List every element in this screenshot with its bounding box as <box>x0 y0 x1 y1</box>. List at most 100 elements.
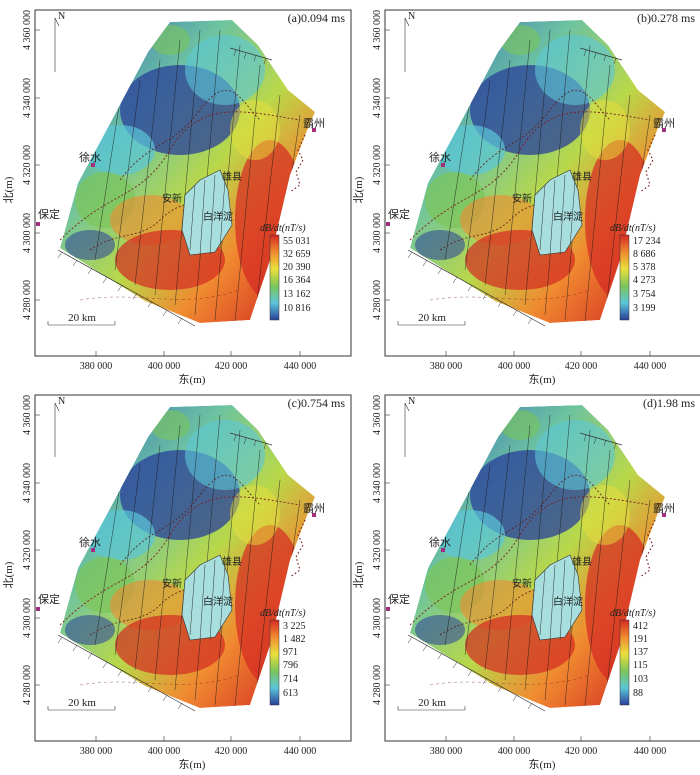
x-axis-title: 东(m) <box>179 758 206 771</box>
north-arrow-label: N <box>408 396 415 407</box>
survey-map <box>35 395 351 741</box>
city-label-xushui: 徐水 <box>79 535 101 549</box>
x-axis-title: 东(m) <box>179 373 206 386</box>
city-label-baoding: 保定 <box>38 207 60 221</box>
y-tick-label: 4 280 000 <box>22 280 33 320</box>
city-label-baoding: 保定 <box>388 592 410 606</box>
x-tick-label: 400 000 <box>498 361 531 372</box>
y-tick-label: 4 360 000 <box>372 10 383 50</box>
x-tick-label: 400 000 <box>498 746 531 757</box>
lake-label-baiyangdian: 白洋淀 <box>203 210 233 223</box>
city-label-baoding: 保定 <box>388 207 410 221</box>
city-label-anxin: 安新 <box>162 577 182 590</box>
city-label-anxin: 安新 <box>512 577 532 590</box>
y-tick-label: 4 340 000 <box>22 463 33 503</box>
city-label-xiongxian: 雄县 <box>572 170 592 183</box>
y-tick-label: 4 300 000 <box>22 598 33 638</box>
city-label-bazhou: 霸州 <box>653 502 675 515</box>
legend-value: 3 225 <box>283 621 306 632</box>
x-tick-label: 420 000 <box>215 746 248 757</box>
y-tick-label: 4 320 000 <box>22 145 33 185</box>
panel-label: (a)0.094 ms <box>288 11 346 25</box>
x-tick-label: 380 000 <box>80 361 113 372</box>
legend-value: 16 364 <box>283 275 311 286</box>
x-tick-label: 380 000 <box>430 361 463 372</box>
scalebar-label: 20 km <box>418 697 446 709</box>
legend-value: 13 162 <box>283 289 311 300</box>
panel-label: (d)1.98 ms <box>643 396 695 410</box>
y-tick-label: 4 320 000 <box>372 145 383 185</box>
y-tick-label: 4 320 000 <box>22 530 33 570</box>
legend-value: 88 <box>633 688 643 699</box>
city-label-xushui: 徐水 <box>429 150 451 164</box>
y-tick-label: 4 300 000 <box>372 598 383 638</box>
city-label-bazhou: 霸州 <box>303 502 325 515</box>
x-tick-label: 420 000 <box>565 361 598 372</box>
legend-title: dB/dt(nT/s) <box>260 223 306 234</box>
x-tick-label: 380 000 <box>80 746 113 757</box>
x-tick-label: 440 000 <box>284 361 317 372</box>
scalebar-label: 20 km <box>418 312 446 324</box>
legend-value: 1 482 <box>283 634 306 645</box>
y-tick-label: 4 280 000 <box>372 280 383 320</box>
north-arrow-label: N <box>408 11 415 22</box>
y-tick-label: 4 300 000 <box>372 213 383 253</box>
y-axis-title: 北(m) <box>352 561 365 588</box>
scalebar-label: 20 km <box>68 697 96 709</box>
city-label-bazhou: 霸州 <box>653 117 675 130</box>
y-tick-label: 4 280 000 <box>372 665 383 705</box>
panel-label: (b)0.278 ms <box>637 11 695 25</box>
x-tick-label: 440 000 <box>284 746 317 757</box>
lake-label-baiyangdian: 白洋淀 <box>553 595 583 608</box>
legend-value: 17 234 <box>633 236 661 247</box>
legend-value: 20 390 <box>283 262 311 273</box>
y-tick-label: 4 360 000 <box>22 395 33 435</box>
y-tick-label: 4 280 000 <box>22 665 33 705</box>
y-axis-title: 北(m) <box>2 176 15 203</box>
y-tick-label: 4 340 000 <box>372 463 383 503</box>
x-tick-label: 440 000 <box>634 746 667 757</box>
city-label-baoding: 保定 <box>38 592 60 606</box>
x-tick-label: 420 000 <box>215 361 248 372</box>
city-label-xushui: 徐水 <box>79 150 101 164</box>
legend-value: 613 <box>283 688 298 699</box>
city-label-bazhou: 霸州 <box>303 117 325 130</box>
x-axis-title: 东(m) <box>529 758 556 771</box>
legend-value: 8 686 <box>633 249 656 260</box>
map-panel-0: (a)0.094 ms N 20 km 北(m) 东(m) 4 360 000 4 340 … <box>2 10 351 386</box>
legend-title: dB/dt(nT/s) <box>260 608 306 619</box>
legend-value: 3 754 <box>633 289 656 300</box>
x-tick-label: 380 000 <box>430 746 463 757</box>
y-tick-label: 4 340 000 <box>22 78 33 118</box>
legend-value: 971 <box>283 647 298 658</box>
x-axis-title: 东(m) <box>529 373 556 386</box>
legend-value: 5 378 <box>633 262 656 273</box>
y-tick-label: 4 340 000 <box>372 78 383 118</box>
y-tick-label: 4 300 000 <box>22 213 33 253</box>
x-tick-label: 420 000 <box>565 746 598 757</box>
y-axis-title: 北(m) <box>2 561 15 588</box>
legend-value: 137 <box>633 647 648 658</box>
y-axis-title: 北(m) <box>352 176 365 203</box>
legend-value: 412 <box>633 621 648 632</box>
city-label-xiongxian: 雄县 <box>572 555 592 568</box>
x-tick-label: 440 000 <box>634 361 667 372</box>
legend-value: 714 <box>283 674 298 685</box>
y-tick-label: 4 360 000 <box>372 395 383 435</box>
y-tick-label: 4 320 000 <box>372 530 383 570</box>
legend-title: dB/dt(nT/s) <box>610 608 656 619</box>
legend-value: 3 199 <box>633 303 656 314</box>
north-arrow-label: N <box>58 11 65 22</box>
legend-value: 10 816 <box>283 303 311 314</box>
lake-label-baiyangdian: 白洋淀 <box>553 210 583 223</box>
panel-label: (c)0.754 ms <box>288 396 346 410</box>
city-label-xiongxian: 雄县 <box>222 170 242 183</box>
legend-value: 32 659 <box>283 249 311 260</box>
legend-value: 115 <box>633 660 648 671</box>
legend-value: 191 <box>633 634 648 645</box>
map-panel-1: (b)0.278 ms N 20 km 北(m) 东(m) 4 360 000 4 340 … <box>352 10 700 386</box>
x-tick-label: 400 000 <box>148 746 181 757</box>
x-tick-label: 400 000 <box>148 361 181 372</box>
legend-value: 4 273 <box>633 275 656 286</box>
